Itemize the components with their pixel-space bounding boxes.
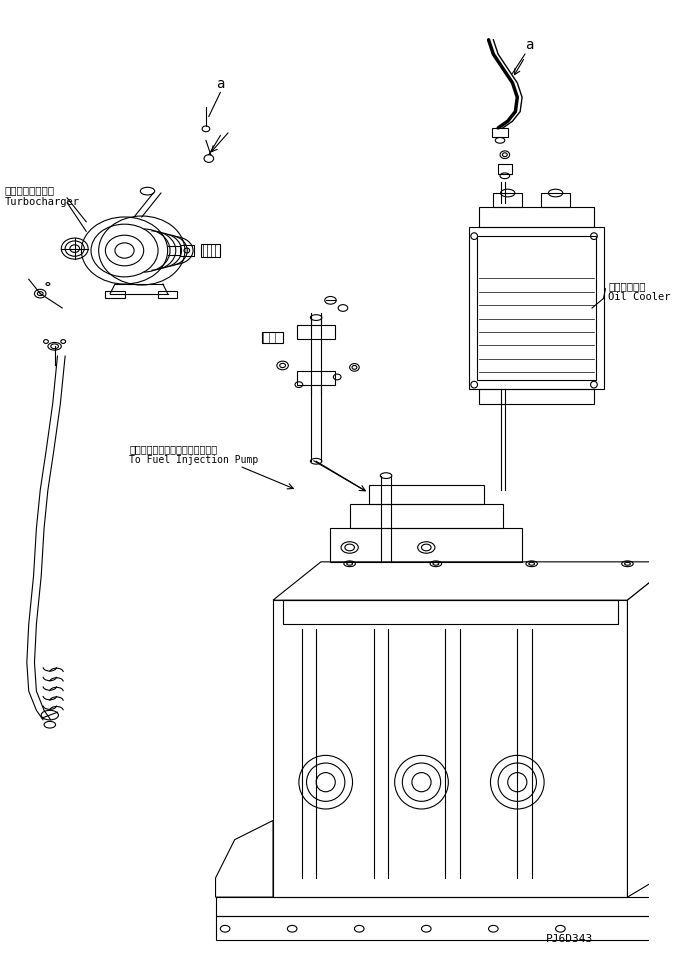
Text: a: a — [216, 76, 225, 91]
Text: Oil Cooler: Oil Cooler — [609, 292, 671, 302]
Bar — [158, 291, 177, 298]
Bar — [498, 165, 512, 173]
Polygon shape — [215, 820, 273, 897]
Text: To Fuel Injection Pump: To Fuel Injection Pump — [129, 455, 259, 466]
Text: Turbocharger: Turbocharger — [5, 197, 80, 207]
Text: フェルインジェクションポンプへ: フェルインジェクションポンプへ — [129, 444, 217, 454]
Bar — [330, 528, 522, 562]
Bar — [479, 389, 594, 404]
Bar — [494, 193, 522, 208]
Polygon shape — [628, 562, 676, 897]
Bar — [261, 332, 282, 343]
Bar — [282, 600, 618, 624]
Text: ターボチャージャ: ターボチャージャ — [5, 185, 55, 195]
Bar — [297, 325, 335, 339]
Bar — [215, 897, 676, 916]
Bar — [492, 128, 508, 137]
Bar — [369, 485, 484, 505]
Text: a: a — [525, 38, 533, 52]
Bar — [477, 236, 596, 380]
Text: オイルクーラ: オイルクーラ — [609, 281, 646, 291]
Bar — [201, 244, 220, 257]
Bar — [349, 505, 503, 528]
Text: PJ6D343: PJ6D343 — [546, 934, 593, 944]
Bar — [469, 226, 603, 389]
Bar — [479, 208, 594, 226]
Bar — [180, 245, 194, 256]
Bar — [541, 193, 570, 208]
Bar — [297, 371, 335, 384]
Bar — [215, 916, 676, 940]
Polygon shape — [273, 562, 676, 600]
Bar — [273, 600, 628, 897]
Bar — [106, 291, 125, 298]
